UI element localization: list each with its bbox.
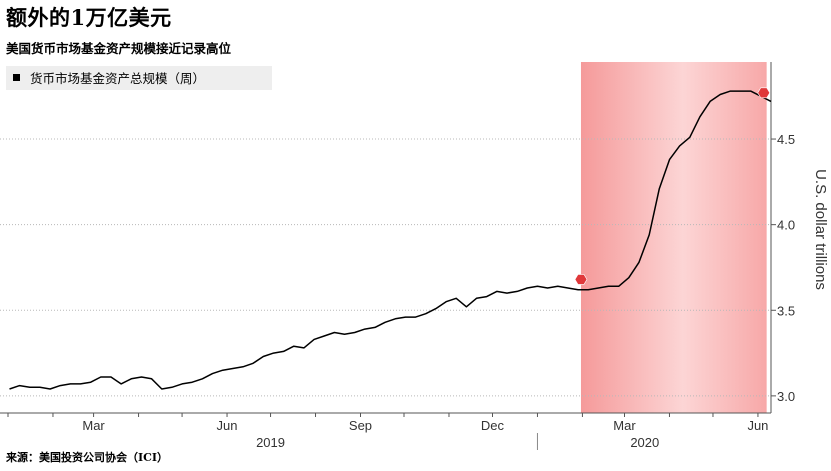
event-marker[interactable] [574,274,588,285]
chart-title: 额外的1万亿美元 [6,5,172,30]
y-tick-label: 4.5 [777,132,795,147]
shaded-period [580,62,767,413]
legend-label: 货币市场基金资产总规模（周） [30,71,205,86]
chart-subtitle: 美国货币市场基金资产规模接近记录高位 [6,41,232,56]
y-tick-label: 3.5 [777,303,795,318]
year-label: 2019 [256,435,285,450]
y-axis-label: U.S. dollar trillions [812,169,829,290]
x-tick-label: Mar [82,418,105,433]
y-tick-label: 3.0 [777,389,795,404]
event-marker[interactable] [757,87,771,99]
year-label: 2020 [630,435,659,450]
x-tick-label: Dec [481,418,505,433]
legend-swatch [13,74,20,81]
x-tick-label: Jun [217,418,238,433]
legend-box [6,66,272,90]
x-tick-label: Mar [613,418,636,433]
source-note: 来源：美国投资公司协会（ICI） [6,451,169,464]
series-line [9,90,772,390]
y-tick-label: 4.0 [777,218,795,233]
x-tick-label: Jun [747,418,768,433]
x-tick-label: Sep [349,418,372,433]
